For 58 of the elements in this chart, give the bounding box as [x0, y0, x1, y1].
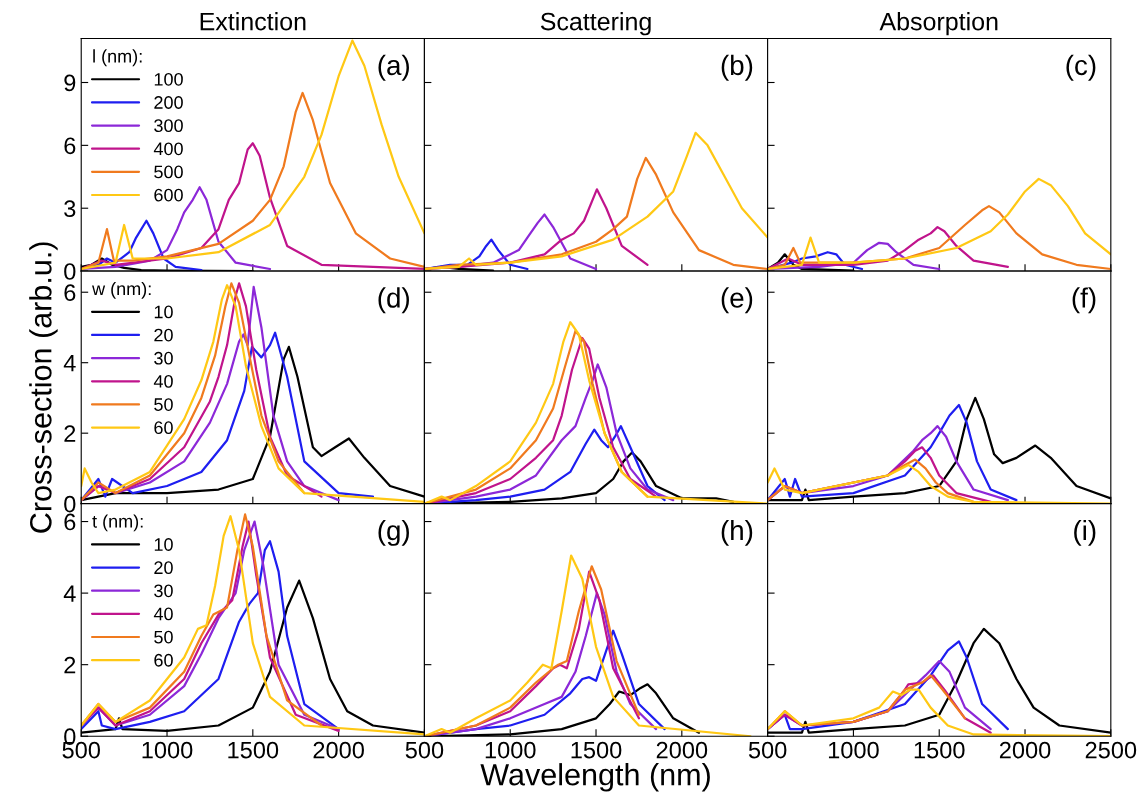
y-tick-label: 3: [64, 200, 76, 217]
legend-label: 20: [154, 561, 173, 575]
legend-label: 500: [154, 165, 183, 179]
legend-label: 300: [154, 119, 183, 133]
annotation: (g): [378, 519, 409, 546]
annotation: (a): [378, 54, 409, 81]
y-tick-label: 6: [64, 137, 76, 155]
chart-title: Absorption: [879, 12, 998, 36]
y-tick-label: 0: [64, 263, 76, 280]
x-tick-label: 1000: [485, 741, 536, 759]
legend-title: t (nm):: [92, 514, 143, 532]
annotation: (h): [721, 519, 753, 546]
x-tick-label: 2500: [1085, 741, 1137, 759]
chart-title: Scattering: [540, 12, 651, 36]
y-tick-label: 6: [64, 284, 76, 302]
legend-label: 200: [154, 96, 183, 109]
x-tick-label: 2000: [656, 741, 708, 759]
annotation: (d): [378, 287, 409, 314]
legend-label: 10: [154, 305, 173, 319]
annotation: (i): [1074, 519, 1096, 546]
y-tick-label: 4: [63, 585, 76, 602]
legend-label: 40: [153, 374, 173, 388]
x-tick-label: 2000: [313, 741, 364, 759]
annotation: (f): [1072, 287, 1096, 314]
chart-title: Extinction: [200, 12, 306, 31]
legend-label: 100: [154, 72, 183, 86]
annotation: (c): [1066, 54, 1096, 81]
x-tick-label: 1500: [571, 741, 622, 759]
legend-title: l (nm):: [93, 49, 142, 67]
x-tick-label: 500: [748, 741, 787, 759]
legend-label: 600: [154, 188, 183, 202]
x-tick-label: 2000: [999, 741, 1051, 759]
x-tick-label: 500: [405, 741, 444, 759]
legend-title: w (nm):: [92, 281, 151, 299]
legend-label: 50: [154, 398, 173, 411]
x-tick-label: 1500: [914, 741, 965, 759]
y-tick-label: 6: [64, 513, 76, 531]
legend-label: 40: [153, 607, 173, 621]
legend-label: 50: [154, 630, 173, 644]
legend-label: 30: [154, 351, 173, 365]
annotation: (b): [721, 54, 753, 81]
legend-label: 60: [154, 421, 173, 435]
legend-label: 400: [153, 142, 183, 156]
legend-label: 10: [154, 538, 173, 551]
y-axis-title: Cross-section (arb.u.): [29, 242, 58, 533]
y-tick-label: 2: [64, 656, 76, 674]
legend-label: 60: [154, 653, 173, 667]
y-tick-label: 2: [64, 425, 76, 442]
legend-label: 20: [154, 328, 173, 342]
x-tick-label: 1000: [828, 741, 879, 759]
annotation: (e): [721, 287, 753, 314]
x-tick-label: 1500: [228, 741, 279, 759]
x-tick-label: 1000: [142, 741, 193, 759]
y-tick-label: 0: [64, 495, 76, 513]
y-tick-label: 9: [64, 74, 76, 92]
y-tick-label: 4: [63, 355, 76, 372]
legend-label: 30: [154, 584, 173, 598]
x-axis-title: Wavelength (nm): [480, 763, 710, 792]
